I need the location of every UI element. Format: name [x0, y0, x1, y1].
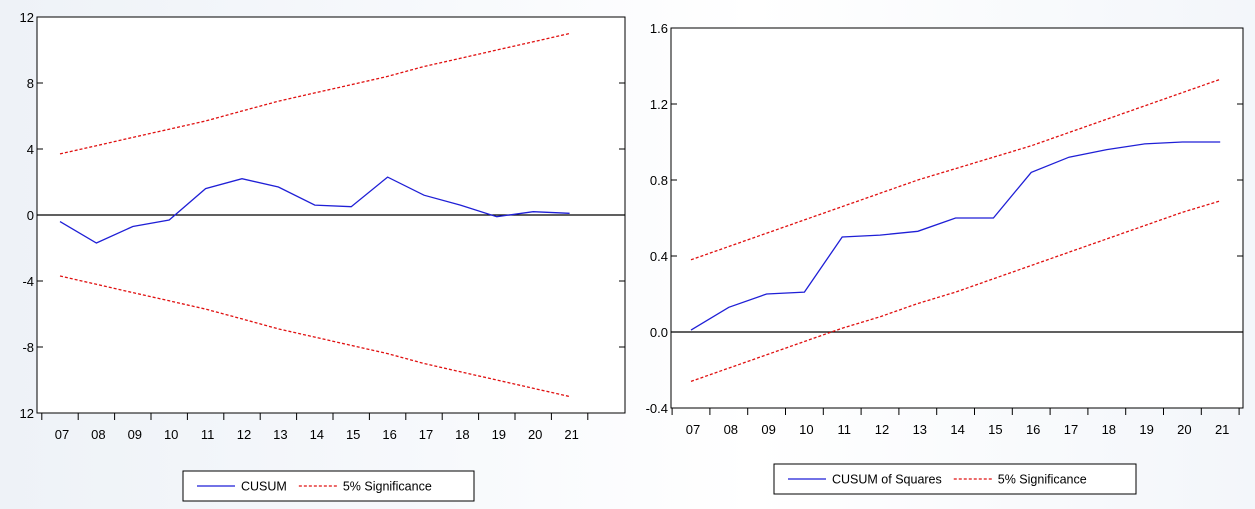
x-tick-label: 17	[1064, 422, 1078, 437]
x-tick-label: 15	[988, 422, 1002, 437]
x-tick-label: 20	[1177, 422, 1191, 437]
x-tick-label: 09	[761, 422, 775, 437]
x-tick-label: 19	[1139, 422, 1153, 437]
x-tick-label: 11	[837, 422, 851, 437]
x-tick-label: 13	[913, 422, 927, 437]
x-tick-label: 21	[1215, 422, 1229, 437]
y-tick-label: 1.2	[650, 97, 668, 112]
x-tick-label: 08	[724, 422, 738, 437]
x-tick-label: 15	[346, 427, 360, 442]
legend-label: CUSUM of Squares	[832, 473, 942, 487]
x-tick-label: 18	[1102, 422, 1116, 437]
x-tick-label: 18	[455, 427, 469, 442]
y-tick-label: 0	[27, 208, 34, 223]
y-tick-label: 0.8	[650, 173, 668, 188]
x-tick-label: 07	[686, 422, 700, 437]
significance-bound-line	[59, 32, 570, 155]
x-tick-label: 10	[799, 422, 813, 437]
x-tick-label: 07	[55, 427, 69, 442]
legend: CUSUM of Squares 5% Significance	[773, 463, 1137, 495]
y-tick-label: -4	[22, 274, 34, 289]
x-tick-label: 08	[91, 427, 105, 442]
x-tick-label: 11	[201, 427, 215, 442]
y-tick-label: 12	[20, 406, 34, 421]
y-tick-label: -8	[22, 340, 34, 355]
y-tick-label: 0.4	[650, 249, 668, 264]
significance-bound-line	[690, 78, 1221, 261]
series-line	[690, 141, 1221, 331]
legend: CUSUM 5% Significance	[182, 470, 475, 502]
y-tick-label: 0.0	[650, 325, 668, 340]
legend-label: 5% Significance	[998, 473, 1087, 487]
significance-bound-line	[690, 200, 1221, 383]
x-tick-label: 12	[237, 427, 251, 442]
significance-bound-line	[59, 275, 570, 398]
legend-label: 5% Significance	[343, 480, 432, 494]
x-tick-label: 14	[950, 422, 964, 437]
y-tick-label: 1.6	[650, 21, 668, 36]
x-tick-label: 19	[492, 427, 506, 442]
series-line	[59, 176, 570, 244]
x-tick-label: 09	[128, 427, 142, 442]
x-tick-label: 20	[528, 427, 542, 442]
cusum-chart: 12 8 4 0 -4 -8 12 07 08 09 10 11 12 13 14 15 16 17 18 19 20 2…	[20, 10, 626, 502]
y-tick-label: 4	[27, 142, 34, 157]
x-tick-label: 17	[419, 427, 433, 442]
x-tick-label: 14	[310, 427, 324, 442]
y-tick-label: 8	[27, 76, 34, 91]
x-tick-label: 12	[875, 422, 889, 437]
y-tick-label: 12	[20, 10, 34, 25]
legend-label: CUSUM	[241, 480, 287, 494]
x-tick-label: 10	[164, 427, 178, 442]
y-tick-label: -0.4	[646, 401, 668, 416]
x-tick-label: 21	[564, 427, 578, 442]
x-tick-label: 16	[382, 427, 396, 442]
x-tick-label: 16	[1026, 422, 1040, 437]
cusum-of-squares-chart: 1.6 1.2 0.8 0.4 0.0 -0.4 07 08 09 10 11 12 13 14 15 16 1…	[646, 21, 1244, 495]
x-tick-label: 13	[273, 427, 287, 442]
